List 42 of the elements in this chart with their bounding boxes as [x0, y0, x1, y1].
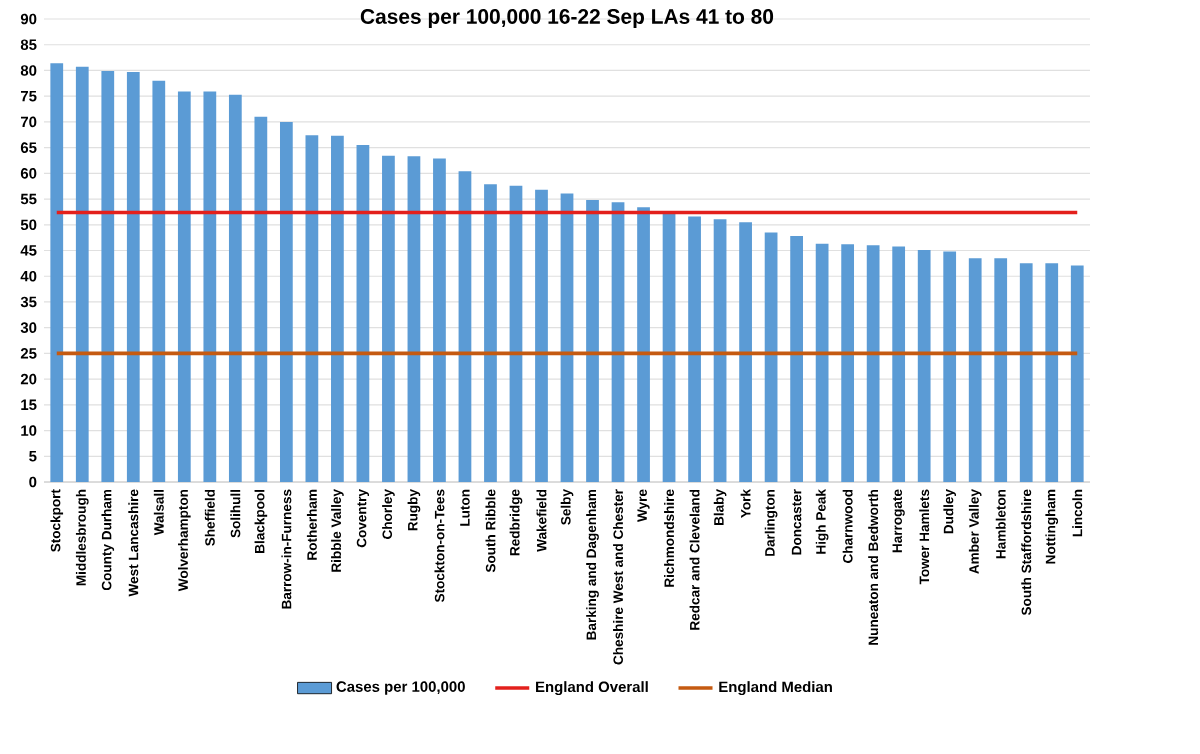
- bar: [458, 171, 472, 482]
- bar: [126, 71, 140, 482]
- bar: [688, 216, 701, 482]
- bar: [943, 251, 957, 482]
- bar: [382, 155, 395, 482]
- bar: [968, 258, 982, 482]
- bar: [1019, 263, 1033, 482]
- bar: [611, 202, 625, 482]
- bar: [764, 232, 778, 482]
- bar: [994, 258, 1008, 482]
- bar: [815, 243, 829, 482]
- bar: [433, 158, 446, 482]
- bar: [152, 80, 166, 482]
- bar: [509, 185, 523, 482]
- bar: [203, 91, 217, 482]
- bar: [739, 222, 752, 482]
- bar: [637, 207, 650, 482]
- bar: [75, 66, 89, 482]
- bar: [331, 135, 344, 482]
- bar: [177, 91, 191, 482]
- bar: [535, 189, 548, 482]
- bar: [407, 156, 421, 482]
- bar: [305, 135, 319, 482]
- bar: [228, 94, 242, 482]
- bar: [254, 116, 268, 482]
- bar: [50, 63, 64, 482]
- bar: [484, 184, 497, 482]
- chart-title: Cases per 100,000 16-22 Sep LAs 41 to 80: [360, 9, 774, 29]
- bar: [841, 244, 855, 482]
- bar: [356, 145, 370, 482]
- bar: [279, 121, 293, 482]
- bar: [917, 249, 931, 482]
- bar: [790, 236, 803, 482]
- bar: [586, 200, 599, 482]
- bar: [560, 193, 574, 482]
- bar: [1045, 263, 1059, 482]
- bar: [101, 70, 115, 482]
- bar: [662, 211, 676, 482]
- bar: [1070, 265, 1084, 482]
- bar: [892, 246, 906, 482]
- bar: [713, 219, 727, 482]
- bar: [866, 245, 880, 482]
